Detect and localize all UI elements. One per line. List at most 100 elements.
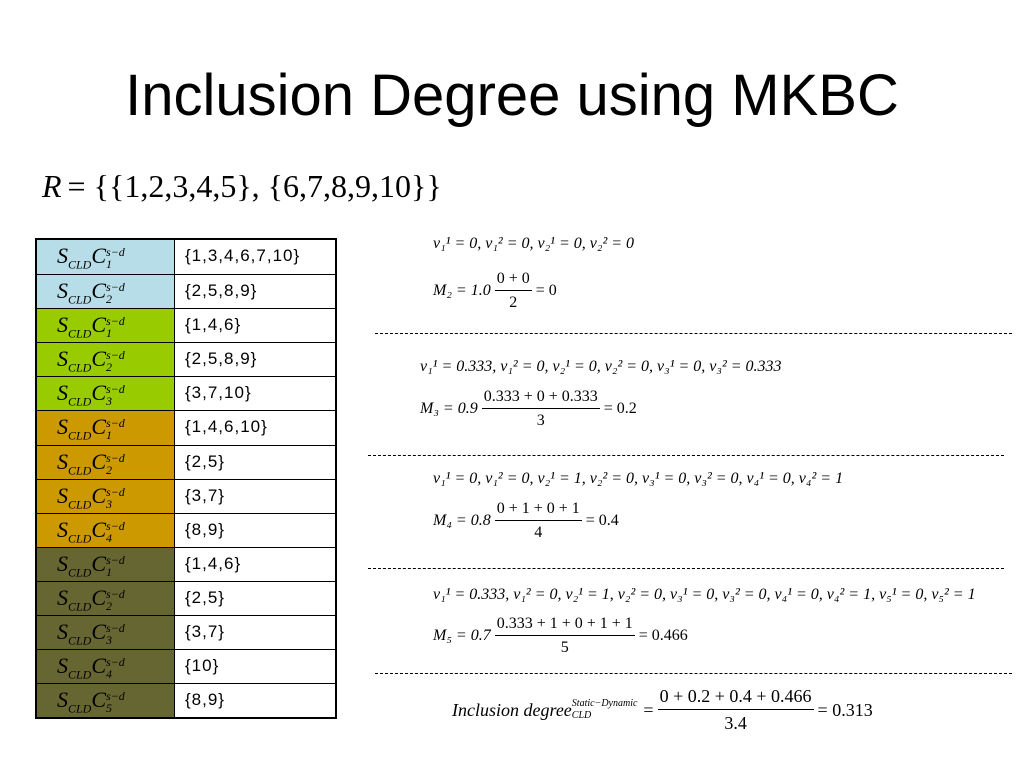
v-line: v₁¹ = 0, v₁² = 0, v₂¹ = 1, v₂² = 0, v₃¹ … [433,470,844,487]
label-base: S [57,482,68,508]
label-base: S [57,278,68,304]
row-label: SCLDC s−d 4 [37,650,175,684]
m-rhs: = 0 [535,282,557,299]
table-row: SCLDC s−d 2 {2,5,8,9} [37,342,335,377]
label-base: S [57,653,68,679]
row-set: {3,7,10} [185,383,252,403]
label-base: S [57,346,68,372]
final-sup: Static−Dynamic [571,698,638,709]
label-letter: C [91,516,107,542]
row-label: SCLDC s−d 1 [37,309,175,343]
label-sub: CLD [68,462,92,477]
table-row: SCLDC s−d 2 {2,5} [37,444,335,479]
v-line: v₁¹ = 0, v₁² = 0, v₂¹ = 0, v₂² = 0 [433,235,635,252]
label-sup: s−d [106,620,125,635]
final-rhs: = 0.313 [817,699,873,720]
numerator: 0 + 0 [494,270,532,291]
label-script: s−d 4 [106,656,125,680]
denominator: 3.4 [724,713,747,733]
label-index: 5 [106,701,113,716]
row-set: {1,4,6,10} [185,417,268,437]
table-row: SCLDC s−d 1 {1,3,4,6,7,10} [37,240,335,275]
m-rhs: = 0.4 [585,512,619,529]
label-script: s−d 2 [106,281,125,305]
m-formula: M₂ = 1.0 0 + 0 2 = 0 [433,270,557,312]
label-sup: s−d [106,484,125,499]
label-script: s−d 3 [106,486,125,510]
final-script: Static−Dynamic CLD [572,698,638,722]
denominator: 4 [534,524,543,541]
row-label: SCLDC s−d 5 [37,684,175,718]
m-lhs: M₄ = 0.8 [433,512,491,529]
label-sub: CLD [68,497,92,512]
row-label: SCLDC s−d 4 [37,513,175,547]
label-base: S [57,448,68,474]
label-index: 1 [106,428,113,443]
row-set: {2,5} [185,451,225,471]
table-row: SCLDC s−d 4 {8,9} [37,512,335,547]
label-sub: CLD [68,360,92,375]
table-row: SCLDC s−d 4 {10} [37,649,335,684]
row-label: SCLDC s−d 2 [37,581,175,616]
m-lhs: M₂ = 1.0 [433,282,491,299]
row-label: SCLDC s−d 1 [37,240,175,275]
label-index: 3 [106,632,113,647]
label-letter: C [91,448,107,474]
table-row: SCLDC s−d 1 {1,4,6,10} [37,410,335,445]
label-sub: CLD [68,326,92,341]
separator [375,673,1012,674]
label-letter: C [91,380,107,406]
label-sub: CLD [68,257,92,272]
label-sub: CLD [68,292,92,307]
row-label: SCLDC s−d 2 [37,343,175,377]
label-sub: CLD [68,599,92,614]
label-base: S [57,516,68,542]
table-row: SCLDC s−d 2 {2,5,8,9} [37,274,335,309]
row-set: {1,4,6} [185,315,242,335]
final-formula: Inclusion degree Static−Dynamic CLD = 0 + 0.… [452,686,873,734]
label-index: 2 [106,292,113,307]
row-set: {3,7} [185,485,225,505]
label-base: S [57,312,68,338]
label-index: 3 [106,394,113,409]
label-sub: CLD [68,633,92,648]
label-letter: C [91,687,107,713]
v-line: v₁¹ = 0.333, v₁² = 0, v₂¹ = 1, v₂² = 0, … [433,586,976,603]
label-letter: C [91,312,107,338]
table-row: SCLDC s−d 5 {8,9} [37,683,335,718]
table-row: SCLDC s−d 2 {2,5} [37,580,335,616]
label-script: s−d 2 [106,452,125,476]
separator [375,333,1012,334]
v-line: v₁¹ = 0.333, v₁² = 0, v₂¹ = 0, v₂² = 0, … [420,358,782,375]
label-index: 4 [106,667,113,682]
table-row: SCLDC s−d 3 {3,7} [37,615,335,650]
label-letter: C [91,243,107,268]
label-sup: s−d [106,244,125,259]
label-sub: CLD [68,565,92,580]
row-label: SCLDC s−d 3 [37,377,175,411]
label-sub: CLD [68,394,92,409]
label-letter: C [91,584,107,610]
denominator: 5 [560,639,569,656]
label-sub: CLD [68,701,92,716]
m-rhs: = 0.2 [603,400,637,417]
label-script: s−d 1 [106,315,125,339]
fraction: 0 + 1 + 0 + 1 4 [494,500,582,542]
label-index: 2 [106,462,113,477]
row-set: {1,4,6} [185,553,242,573]
label-script: s−d 4 [106,520,125,544]
row-label: SCLDC s−d 3 [37,479,175,513]
fraction: 0 + 0.2 + 0.4 + 0.466 3.4 [657,686,814,734]
label-sup: s−d [106,655,125,670]
label-index: 1 [106,564,113,579]
label-sub: CLD [68,531,92,546]
label-base: S [57,380,68,406]
final-sub: CLD [571,710,592,721]
fraction: 0.333 + 1 + 0 + 1 + 1 5 [494,615,635,657]
label-letter: C [91,653,107,679]
numerator: 0 + 1 + 0 + 1 [494,500,582,521]
final-eq: = [643,699,654,720]
denominator: 3 [536,412,545,429]
label-sup: s−d [106,280,125,295]
separator [368,455,1004,456]
